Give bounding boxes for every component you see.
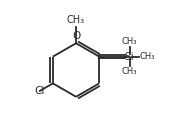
Text: CH₃: CH₃ [122, 37, 137, 46]
Text: CH₃: CH₃ [67, 15, 85, 25]
Text: Si: Si [125, 52, 134, 62]
Text: CH₃: CH₃ [140, 52, 155, 61]
Text: Cl: Cl [34, 86, 44, 96]
Text: O: O [72, 31, 80, 41]
Text: CH₃: CH₃ [122, 67, 137, 76]
